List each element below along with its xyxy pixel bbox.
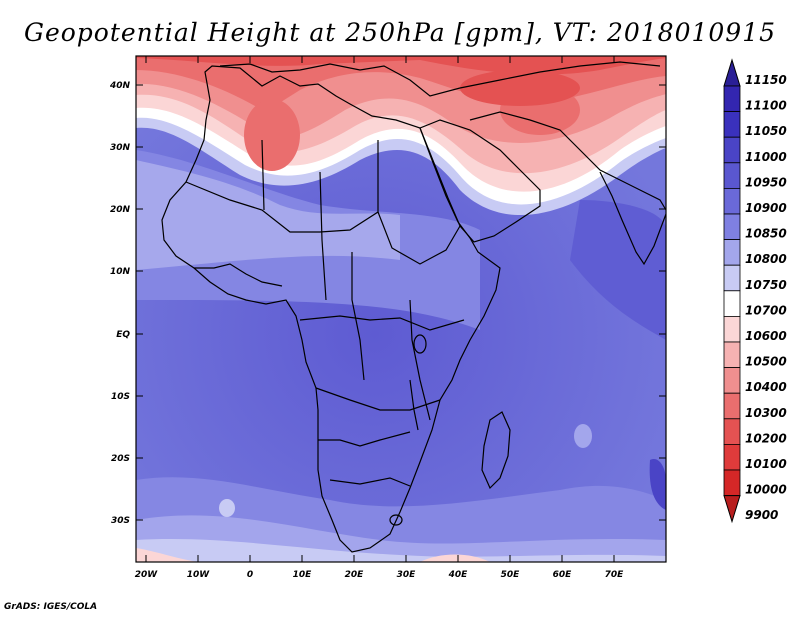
colorbar-label: 10800 <box>745 252 787 266</box>
lat-tick-40n: 40N <box>109 81 131 91</box>
colorbar-label: 11150 <box>745 73 787 87</box>
colorbar-label: 10100 <box>745 457 787 471</box>
colorbar-label: 10400 <box>745 380 787 394</box>
colorbar-segment <box>723 341 741 369</box>
colorbar-segment <box>723 418 741 445</box>
colorbar-label: 10850 <box>745 227 787 241</box>
lat-tick-20n: 20N <box>110 205 131 215</box>
plot-frame <box>135 55 667 563</box>
colorbar-segment <box>723 392 741 420</box>
lon-tick-40e: 40E <box>448 570 469 580</box>
colorbar-segment <box>723 111 741 138</box>
map-title: Geopotential Height at 250hPa [gpm], VT:… <box>23 18 777 47</box>
footer-credit: GrADS: IGES/COLA <box>4 602 98 612</box>
colorbar-segment <box>723 443 741 471</box>
colorbar-segment <box>723 187 741 215</box>
colorbar-label: 9900 <box>745 508 778 522</box>
colorbar-segment <box>723 85 741 113</box>
lat-tick-labels: 40N 30N 20N 10N EQ 10S 20S 30S <box>109 81 131 526</box>
lon-tick-10e: 10E <box>293 570 313 580</box>
colorbar-segment <box>723 213 741 241</box>
coastlines <box>161 61 666 553</box>
colorbar-label: 10950 <box>745 175 787 189</box>
lon-tick-50e: 50E <box>501 570 521 580</box>
lat-tick-30s: 30S <box>111 516 130 526</box>
colorbar-segment <box>723 315 741 343</box>
colorbar-label: 10900 <box>745 201 787 215</box>
lon-tick-20e: 20E <box>345 570 365 580</box>
colorbar-segment <box>723 264 741 292</box>
colorbar-segment <box>723 367 741 394</box>
lat-tick-10s: 10S <box>111 392 130 402</box>
colorbar-segment <box>723 239 741 266</box>
colorbar: 11150 11100 11050 11000 10950 10900 10850 10800… <box>723 58 787 524</box>
colorbar-min-triangle <box>723 495 741 524</box>
colorbar-label: 11050 <box>745 124 787 138</box>
lon-tick-20w: 20W <box>135 570 159 580</box>
lon-tick-30e: 30E <box>397 570 417 580</box>
colorbar-label: 10000 <box>745 483 787 497</box>
colorbar-label: 10700 <box>745 303 787 317</box>
colorbar-max-triangle <box>723 58 741 87</box>
colorbar-segment <box>723 469 741 497</box>
colorbar-segment <box>723 136 741 164</box>
colorbar-label: 11000 <box>745 150 787 164</box>
colorbar-segment <box>723 162 741 189</box>
colorbar-label: 10600 <box>745 329 787 343</box>
lat-tick-eq: EQ <box>116 330 130 340</box>
lon-tick-60e: 60E <box>553 570 573 580</box>
colorbar-label: 10200 <box>745 431 787 445</box>
lon-tick-0: 0 <box>247 570 253 580</box>
lon-tick-10w: 10W <box>187 570 211 580</box>
lat-tick-10n: 10N <box>110 267 131 277</box>
lon-tick-labels: 20W 10W 0 10E 20E 30E 40E 50E 60E 70E <box>135 570 624 580</box>
axis-ticks <box>136 56 666 562</box>
colorbar-label: 10750 <box>745 278 787 292</box>
lat-tick-30n: 30N <box>110 143 131 153</box>
colorbar-label: 10500 <box>745 355 787 369</box>
lat-tick-20s: 20S <box>111 454 130 464</box>
colorbar-label: 10300 <box>745 406 787 420</box>
height-field <box>136 56 666 562</box>
colorbar-label: 11100 <box>745 99 787 113</box>
colorbar-segment <box>723 290 741 317</box>
lon-tick-70e: 70E <box>605 570 625 580</box>
